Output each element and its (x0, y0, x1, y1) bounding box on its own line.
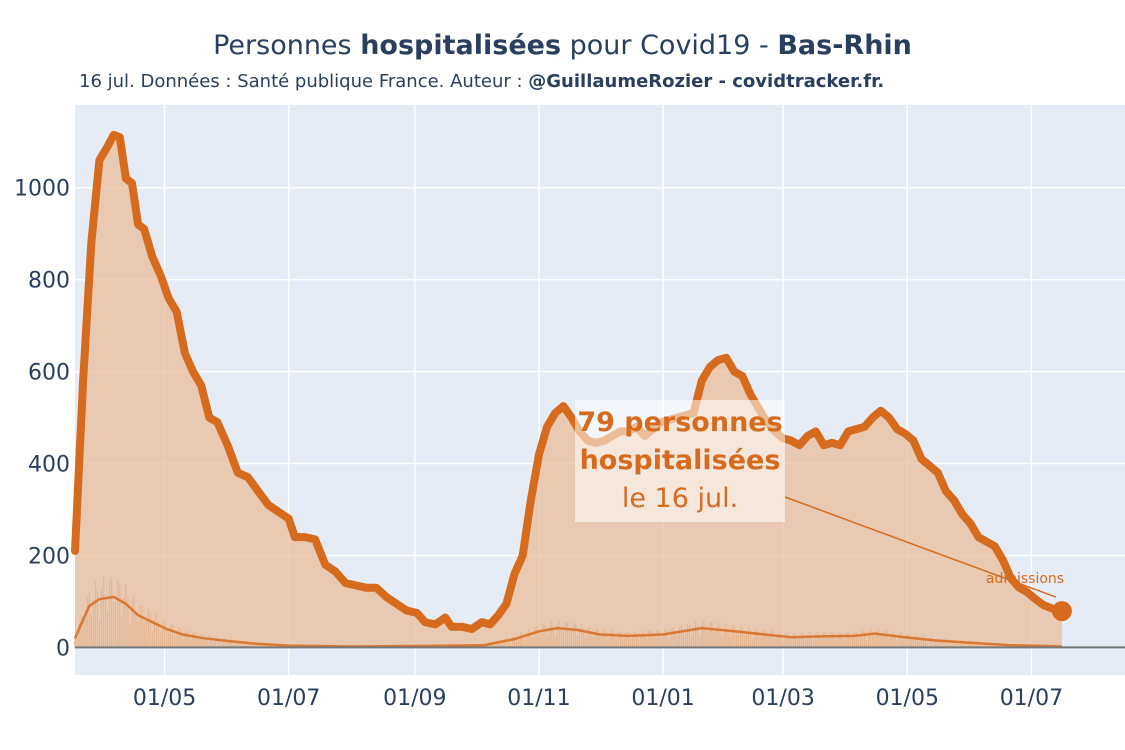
annotation-date: le 16 jul. (621, 483, 739, 514)
y-tick-label: 200 (28, 544, 70, 569)
x-tick-label: 01/01 (631, 686, 694, 711)
x-axis-tick-labels: 01/05 01/07 01/09 01/11 01/01 01/03 01/05 01/07 (133, 686, 1063, 711)
annotation-count: 79 personnes (577, 407, 783, 438)
last-value-marker (1051, 601, 1072, 622)
annotation-label: hospitalisées (579, 445, 781, 476)
x-tick-label: 01/05 (876, 686, 939, 711)
admissions-line (73, 595, 1062, 648)
y-tick-label: 600 (28, 361, 70, 386)
x-tick-label: 01/03 (751, 686, 814, 711)
chart-title: Personnes hospitalisées pour Covid19 - B… (213, 30, 912, 61)
y-tick-label: 400 (28, 453, 70, 478)
x-tick-label: 01/09 (383, 686, 446, 711)
y-tick-label: 0 (56, 636, 70, 661)
y-tick-label: 1000 (14, 177, 70, 202)
x-tick-label: 01/07 (257, 686, 320, 711)
admissions-label: admissions (986, 571, 1064, 587)
chart-subtitle: 16 jul. Données : Santé publique France.… (79, 71, 885, 92)
y-tick-label: 800 (28, 269, 70, 294)
x-tick-label: 01/07 (1000, 686, 1063, 711)
last-value-annotation: 79 personnes hospitalisées le 16 jul. (575, 400, 785, 522)
annotation-pointer-line (784, 496, 1057, 598)
x-tick-label: 01/11 (507, 686, 570, 711)
hospitalisations-area (75, 134, 1062, 648)
x-tick-label: 01/05 (133, 686, 196, 711)
y-axis-tick-labels: 0 200 400 600 800 1000 (14, 177, 70, 662)
